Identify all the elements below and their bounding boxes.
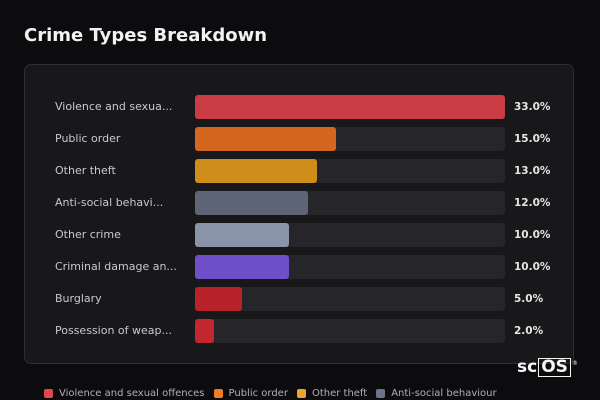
legend-item: Public order [213, 387, 288, 399]
category-label: Public order [55, 132, 121, 145]
bar [195, 159, 317, 183]
logo-box: OS [538, 357, 571, 377]
chart-title: Crime Types Breakdown [24, 25, 268, 46]
logo-prefix: sc [517, 357, 538, 377]
value-label: 33.0% [514, 101, 551, 113]
legend-item: Other theft [296, 387, 368, 399]
bar-track [195, 127, 505, 151]
bar-track [195, 95, 505, 119]
chart-legend: Violence and sexual offences Public order… [44, 386, 506, 400]
bar [195, 255, 289, 279]
bar [195, 127, 336, 151]
legend-swatch [296, 388, 306, 398]
value-label: 12.0% [514, 197, 551, 209]
value-label: 5.0% [514, 293, 544, 305]
bar-row: Other theft 13.0% [25, 159, 573, 183]
bar-track [195, 319, 505, 343]
bar [195, 319, 214, 343]
value-label: 10.0% [514, 229, 551, 241]
bar-row: Burglary 5.0% [25, 287, 573, 311]
bar-row: Other crime 10.0% [25, 223, 573, 247]
value-label: 15.0% [514, 133, 551, 145]
legend-label: Other theft [311, 387, 368, 399]
bar [195, 223, 289, 247]
bar-track [195, 223, 505, 247]
legend-swatch [213, 388, 223, 398]
value-label: 13.0% [514, 165, 551, 177]
category-label: Other theft [55, 164, 116, 177]
bar [195, 287, 242, 311]
legend-label: Public order [228, 387, 288, 399]
category-label: Possession of weap... [55, 324, 172, 337]
category-label: Other crime [55, 228, 121, 241]
legend-item: Violence and sexual offences [44, 388, 205, 399]
legend-item: Anti-social behaviour [376, 387, 497, 399]
bar-track [195, 191, 505, 215]
value-label: 2.0% [514, 325, 544, 337]
bar-track [195, 159, 505, 183]
bar-track [195, 255, 505, 279]
bar-row: Possession of weap... 2.0% [25, 319, 573, 343]
chart-card: Violence and sexua... 33.0% Public order 15… [24, 64, 574, 364]
bar-track [195, 287, 505, 311]
legend-label: Anti-social behaviour [391, 387, 497, 399]
category-label: Anti-social behavi... [55, 196, 164, 209]
category-label: Burglary [55, 292, 102, 305]
legend-swatch [44, 388, 53, 398]
value-label: 10.0% [514, 261, 551, 273]
bar-row: Anti-social behavi... 12.0% [25, 191, 573, 215]
bar-row: Violence and sexua... 33.0% [25, 95, 573, 119]
legend-label: Violence and sexual offences [59, 387, 205, 399]
bar-row: Criminal damage an... 10.0% [25, 255, 573, 279]
registered-mark: ® [571, 360, 578, 367]
category-label: Criminal damage an... [55, 260, 177, 273]
bar-row: Public order 15.0% [25, 127, 573, 151]
bar [195, 95, 505, 119]
legend-swatch [376, 388, 386, 398]
bar [195, 191, 308, 215]
category-label: Violence and sexua... [55, 100, 173, 113]
brand-logo: sc OS ® [517, 357, 578, 377]
